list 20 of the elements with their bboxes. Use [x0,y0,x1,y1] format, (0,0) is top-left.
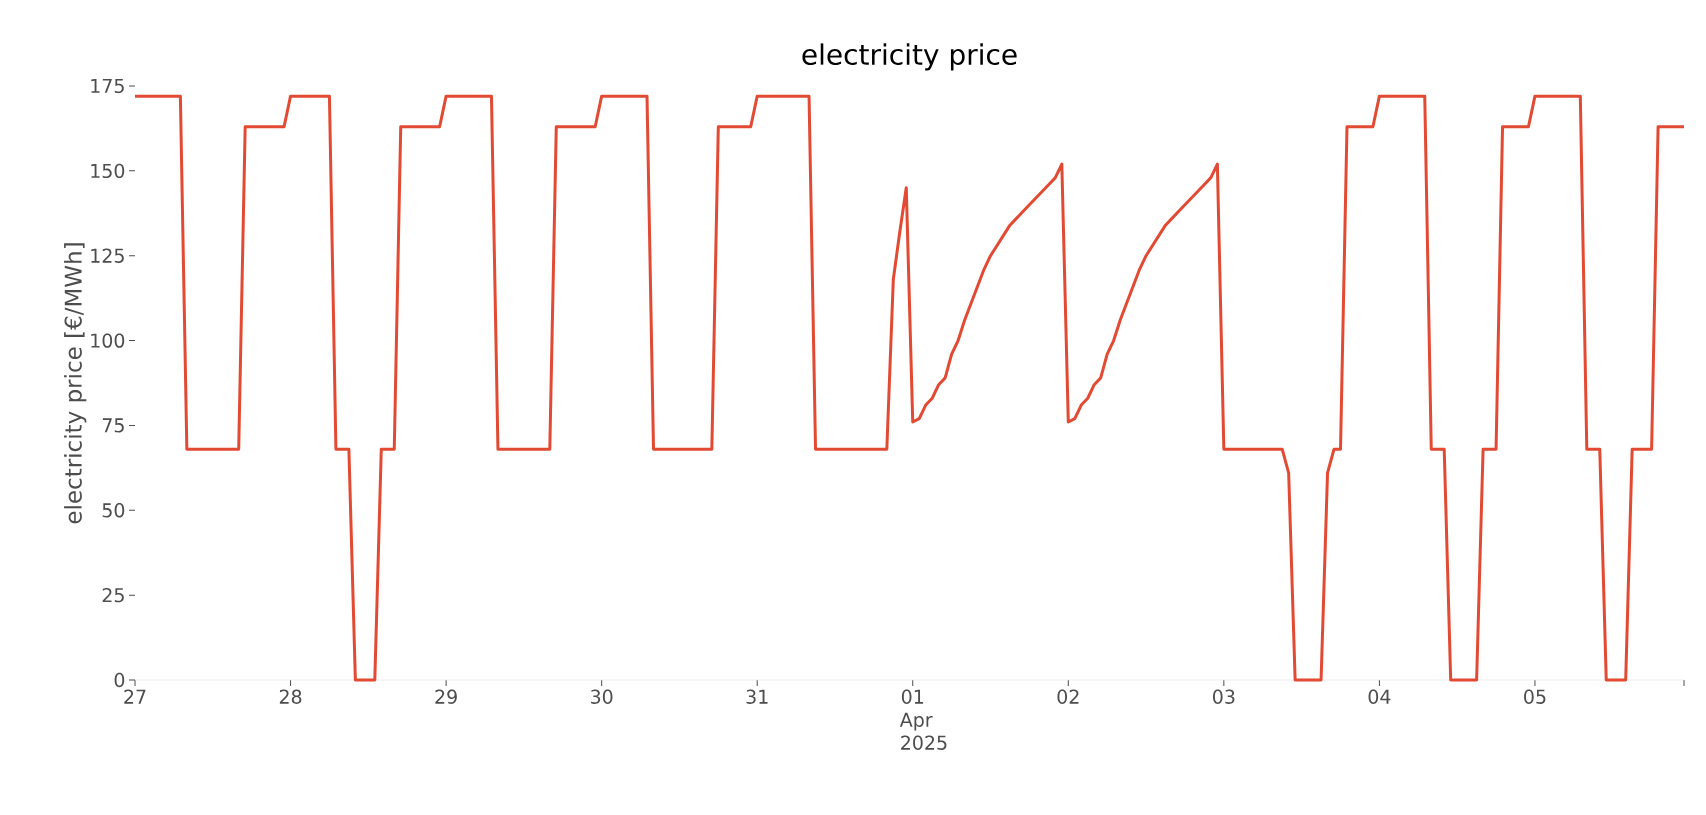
y-tick-label: 100 [91,333,125,348]
y-tick-label: 175 [91,78,124,94]
x-tick-label: 02 [1057,689,1079,704]
y-tick-label: 75 [102,418,124,433]
y-tick-label: 150 [91,163,125,179]
y-tick-label: 50 [102,503,125,518]
x-tick-label: 28 [279,689,302,704]
y-tick-label: 0 [114,672,125,688]
y-tick-label: 125 [91,248,124,263]
y-axis-title: electricity price [€/MWh] [64,243,87,524]
x-tick-label: 04 [1368,689,1391,704]
x-tick-label: 29 [435,689,457,704]
x-tick-label: 05 [1524,689,1546,704]
y-tick-label: 25 [102,587,124,603]
x-tick-label: 03 [1213,689,1235,704]
x-tick-label: 30 [591,689,613,704]
x-tick-label: 27 [124,689,146,704]
x-tick-label: 31 [746,689,768,704]
chart-title: electricity price [802,43,1017,71]
x-tick-label: 01 Apr 2025 [899,689,947,750]
